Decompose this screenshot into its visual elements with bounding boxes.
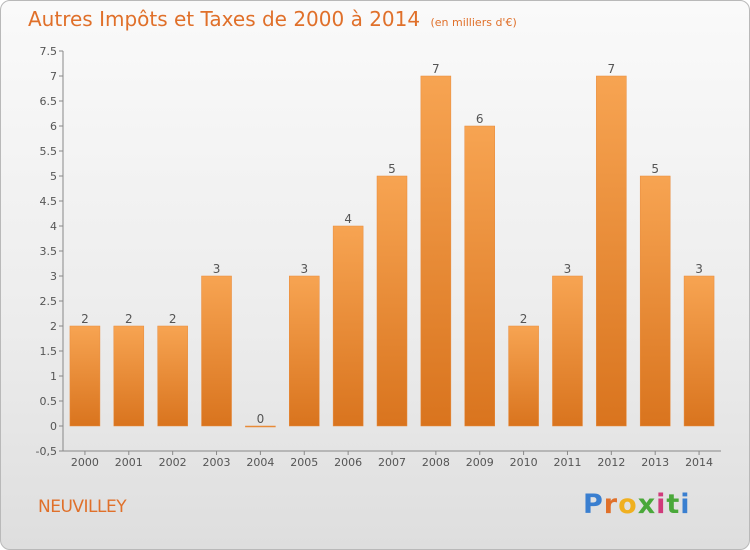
- chart-axes: -0,5 0 0.5 1 1.5 2 2.5 3 3.5 4 4.5 5 5.5 6 6.5 7 7.5 2000…: [36, 45, 721, 469]
- data-label: 5: [388, 162, 396, 176]
- proxiti-logo: Proxiti: [583, 489, 691, 520]
- x-tick-label: 2003: [203, 456, 231, 469]
- x-tick-label: 2010: [510, 456, 538, 469]
- data-label: 5: [651, 162, 659, 176]
- y-tick-label: 5.5: [40, 145, 58, 158]
- data-label: 3: [564, 262, 572, 276]
- y-tick-label: 0.5: [40, 395, 58, 408]
- x-tick-label: 2008: [422, 456, 450, 469]
- chart-unit-label: (en milliers d'€): [430, 16, 517, 29]
- y-tick-label: 2: [50, 320, 57, 333]
- y-tick-label: 5: [50, 170, 57, 183]
- y-tick-label: 7.5: [40, 45, 58, 58]
- x-tick-label: 2012: [597, 456, 625, 469]
- bar-2007: [376, 175, 408, 427]
- bar-2001: [113, 325, 145, 427]
- town-name: NEUVILLEY: [38, 497, 127, 517]
- data-label: 0: [257, 412, 265, 426]
- chart-title: Autres Impôts et Taxes de 2000 à 2014 (e…: [28, 7, 517, 31]
- bar-2008: [420, 75, 452, 427]
- x-tick-label: 2014: [685, 456, 713, 469]
- x-tick-label: 2004: [246, 456, 274, 469]
- x-tick-label: 2000: [71, 456, 99, 469]
- y-tick-label: 0: [50, 420, 57, 433]
- x-tick-label: 2011: [553, 456, 581, 469]
- x-tick-label: 2006: [334, 456, 362, 469]
- bar-2010: [508, 325, 539, 427]
- bar-2005: [289, 275, 320, 427]
- data-label: 7: [432, 62, 440, 76]
- bar-2006: [332, 225, 364, 427]
- bar-2000: [69, 325, 101, 427]
- y-tick-label: 3.5: [40, 245, 58, 258]
- chart-data-labels: 2 2 2 3 0 3 4 5 7 6 2 3 7 5 3: [81, 62, 703, 426]
- y-tick-label: 1.5: [40, 345, 58, 358]
- y-tick-label: 6: [50, 120, 57, 133]
- bar-2012: [596, 75, 627, 427]
- x-tick-label: 2007: [378, 456, 406, 469]
- bar-2003: [201, 275, 232, 427]
- x-tick-label: 2002: [159, 456, 187, 469]
- bar-2013: [639, 175, 671, 427]
- y-tick-label: 1: [50, 370, 57, 383]
- x-tick-label: 2005: [290, 456, 318, 469]
- data-label: 2: [169, 312, 177, 326]
- data-label: 7: [608, 62, 616, 76]
- y-tick-label: 4: [50, 220, 57, 233]
- bar-2014: [683, 275, 715, 427]
- y-tick-label: 3: [50, 270, 57, 283]
- x-tick-label: 2009: [466, 456, 494, 469]
- x-tick-label: 2013: [641, 456, 669, 469]
- data-label: 2: [81, 312, 89, 326]
- bar-2002: [157, 325, 188, 427]
- data-label: 2: [125, 312, 133, 326]
- data-label: 2: [520, 312, 528, 326]
- chart-bars: [69, 75, 715, 428]
- y-tick-label: 7: [50, 70, 57, 83]
- y-tick-label: 4.5: [40, 195, 58, 208]
- x-tick-label: 2001: [115, 456, 143, 469]
- data-label: 3: [695, 262, 703, 276]
- data-label: 4: [344, 212, 352, 226]
- chart-title-text: Autres Impôts et Taxes de 2000 à 2014: [28, 7, 421, 31]
- y-tick-label: 2.5: [40, 295, 58, 308]
- bar-2009: [464, 125, 495, 427]
- data-label: 6: [476, 112, 484, 126]
- bar-2011: [552, 275, 583, 427]
- data-label: 3: [300, 262, 308, 276]
- bar-2004: [245, 425, 276, 428]
- y-tick-label: -0,5: [36, 445, 57, 458]
- y-tick-label: 6.5: [40, 95, 58, 108]
- data-label: 3: [213, 262, 221, 276]
